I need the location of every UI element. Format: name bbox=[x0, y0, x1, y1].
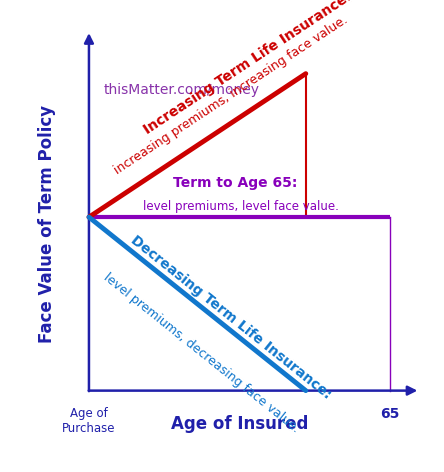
Text: Age of
Purchase: Age of Purchase bbox=[62, 407, 116, 435]
Text: level premiums, level face value.: level premiums, level face value. bbox=[143, 201, 339, 213]
Text: increasing premiums, increasing face value.: increasing premiums, increasing face val… bbox=[112, 13, 350, 177]
Text: Decreasing Term Life Insurance:: Decreasing Term Life Insurance: bbox=[128, 233, 334, 402]
Text: Age of Insured: Age of Insured bbox=[171, 415, 308, 433]
Text: Increasing Term Life Insurance:: Increasing Term Life Insurance: bbox=[142, 0, 355, 137]
Text: level premiums, decreasing face value.: level premiums, decreasing face value. bbox=[101, 270, 302, 435]
Text: Face Value of Term Policy: Face Value of Term Policy bbox=[38, 105, 56, 343]
Text: 65: 65 bbox=[381, 407, 400, 421]
Text: thisMatter.com/money: thisMatter.com/money bbox=[104, 84, 260, 97]
Text: Term to Age 65:: Term to Age 65: bbox=[173, 177, 297, 190]
